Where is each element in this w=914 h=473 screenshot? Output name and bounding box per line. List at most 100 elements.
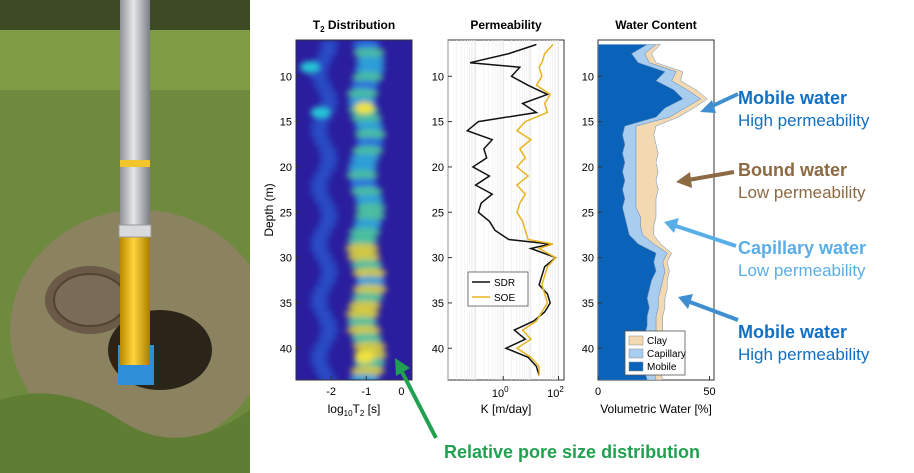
heatmap-cell [350, 186, 383, 197]
t2-xlabel: log10T2 [s] [328, 402, 381, 418]
perm-ytick-label: 15 [432, 117, 444, 129]
heatmap-cell [309, 122, 330, 131]
heatmap-cell [312, 342, 333, 351]
heatmap-cell [319, 326, 340, 335]
legend-swatch-mobile [628, 361, 644, 372]
t2-xtick-label: -1 [361, 386, 371, 398]
heatmap-cell [346, 170, 379, 181]
annotation-mobile-top-title: Mobile water [738, 88, 848, 108]
heatmap-cell [317, 277, 338, 286]
yellow-band [120, 160, 150, 167]
heatmap-cell [349, 153, 381, 164]
heatmap-cell [355, 137, 385, 148]
heatmap-cell [309, 187, 330, 196]
heatmap-cell [351, 145, 384, 156]
perm-series-soe [515, 43, 557, 376]
heatmap-cell [350, 333, 383, 344]
perm-title: Permeability [470, 18, 542, 32]
heatmap-cell [354, 202, 387, 213]
permeability-panel: Permeability 10 15 20 25 30 35 40 100 102 SDR SO… [432, 18, 565, 416]
arrow-pore-size [395, 358, 438, 439]
t2-ytick-label: 15 [280, 117, 292, 129]
heatmap-cell [317, 220, 338, 229]
perm-ytick-label: 30 [432, 253, 444, 265]
t2-xtick-label: -2 [326, 386, 336, 398]
annotation-mobile-bottom-sub: High permeability [738, 345, 870, 364]
heatmap-cell [346, 325, 382, 336]
water-title: Water Content [615, 18, 697, 32]
heatmap-cell [352, 47, 386, 58]
t2-ytick-label: 25 [280, 207, 292, 219]
t2-ylabel: Depth (m) [262, 183, 276, 236]
heatmap-cell [317, 203, 338, 212]
water-ytick-label: 40 [582, 343, 594, 355]
t2-ytick-label: 40 [280, 343, 292, 355]
heatmap-cell [347, 251, 381, 262]
heatmap-cell [309, 236, 330, 245]
t2-xtick-label: 0 [398, 386, 404, 398]
heatmap-hotspot [354, 351, 375, 364]
arrow-mobile-top [700, 92, 739, 113]
water-content-panel: Water Content 10 15 20 25 30 35 40 0 50 Clay Cap… [582, 18, 716, 416]
heatmap-cell [309, 130, 330, 139]
heatmap-cell [317, 146, 338, 155]
heatmap-cell [354, 129, 387, 140]
heatmap-cell [354, 64, 386, 75]
perm-plot-area [447, 39, 565, 381]
heatmap-cell [319, 40, 340, 49]
perm-xtick-label: 102 [547, 385, 564, 400]
heatmap-cell [317, 260, 338, 269]
heatmap-cell [352, 40, 381, 50]
t2-ytick-label: 30 [280, 253, 292, 265]
heatmap-cell [351, 72, 384, 83]
heatmap-cell [345, 308, 380, 319]
legend-swatch-clay [628, 335, 644, 346]
perm-xlabel: K [m/day] [481, 402, 532, 416]
yellow-probe [120, 215, 150, 365]
heatmap-cell [317, 334, 338, 343]
water-area-mobile [598, 44, 684, 380]
legend-label-clay: Clay [647, 336, 667, 347]
annotation-mobile-bottom-title: Mobile water [738, 322, 848, 342]
t2-title: T2 Distribution [313, 18, 395, 34]
heatmap-cell [313, 81, 334, 90]
heatmap-cell [319, 269, 340, 278]
heatmap-cell [319, 97, 340, 106]
legend-label-sdr: SDR [494, 278, 515, 289]
heatmap-cell [352, 284, 388, 295]
t2-distribution-panel: T2 Distribution 10 15 20 25 30 35 40 -2 -1 0 Dept… [262, 18, 413, 418]
water-xlabel: Volumetric Water [%] [600, 402, 712, 416]
annotation-bound-title: Bound water [738, 160, 848, 180]
heatmap-cell [355, 276, 386, 287]
heatmap-cell [348, 227, 381, 238]
annotation-arrows [395, 92, 739, 439]
heatmap-cell [350, 259, 383, 270]
heatmap-cell [309, 350, 330, 359]
heatmap-cell [317, 89, 338, 98]
borehole-probe-photo [0, 0, 250, 473]
perm-ytick-label: 20 [432, 162, 444, 174]
water-xtick-label: 0 [595, 386, 601, 398]
heatmap-cell [309, 179, 330, 188]
heatmap-cell [313, 252, 334, 261]
heatmap-cell [349, 374, 381, 380]
heatmap-cell [350, 365, 385, 376]
perm-ytick-label: 10 [432, 71, 444, 83]
heatmap-cell [349, 178, 379, 189]
heatmap-cell [351, 268, 387, 279]
legend-label-mobile: Mobile [647, 362, 677, 373]
perm-legend: SDR SOE [467, 271, 529, 307]
heatmap-cell [313, 309, 334, 318]
heatmap-cell [345, 243, 380, 254]
heatmap-cell [351, 292, 384, 303]
heatmap-hotspot [300, 61, 321, 74]
heatmap-cell [347, 161, 378, 172]
heatmap-hotspot [354, 102, 375, 114]
t2-ytick-label: 10 [280, 71, 292, 83]
heatmap-cell [355, 55, 386, 66]
perm-ytick-label: 25 [432, 207, 444, 219]
perm-ytick-label: 40 [432, 343, 444, 355]
perm-ytick-label: 35 [432, 298, 444, 310]
water-legend: Clay Capillary Mobile [624, 330, 686, 376]
